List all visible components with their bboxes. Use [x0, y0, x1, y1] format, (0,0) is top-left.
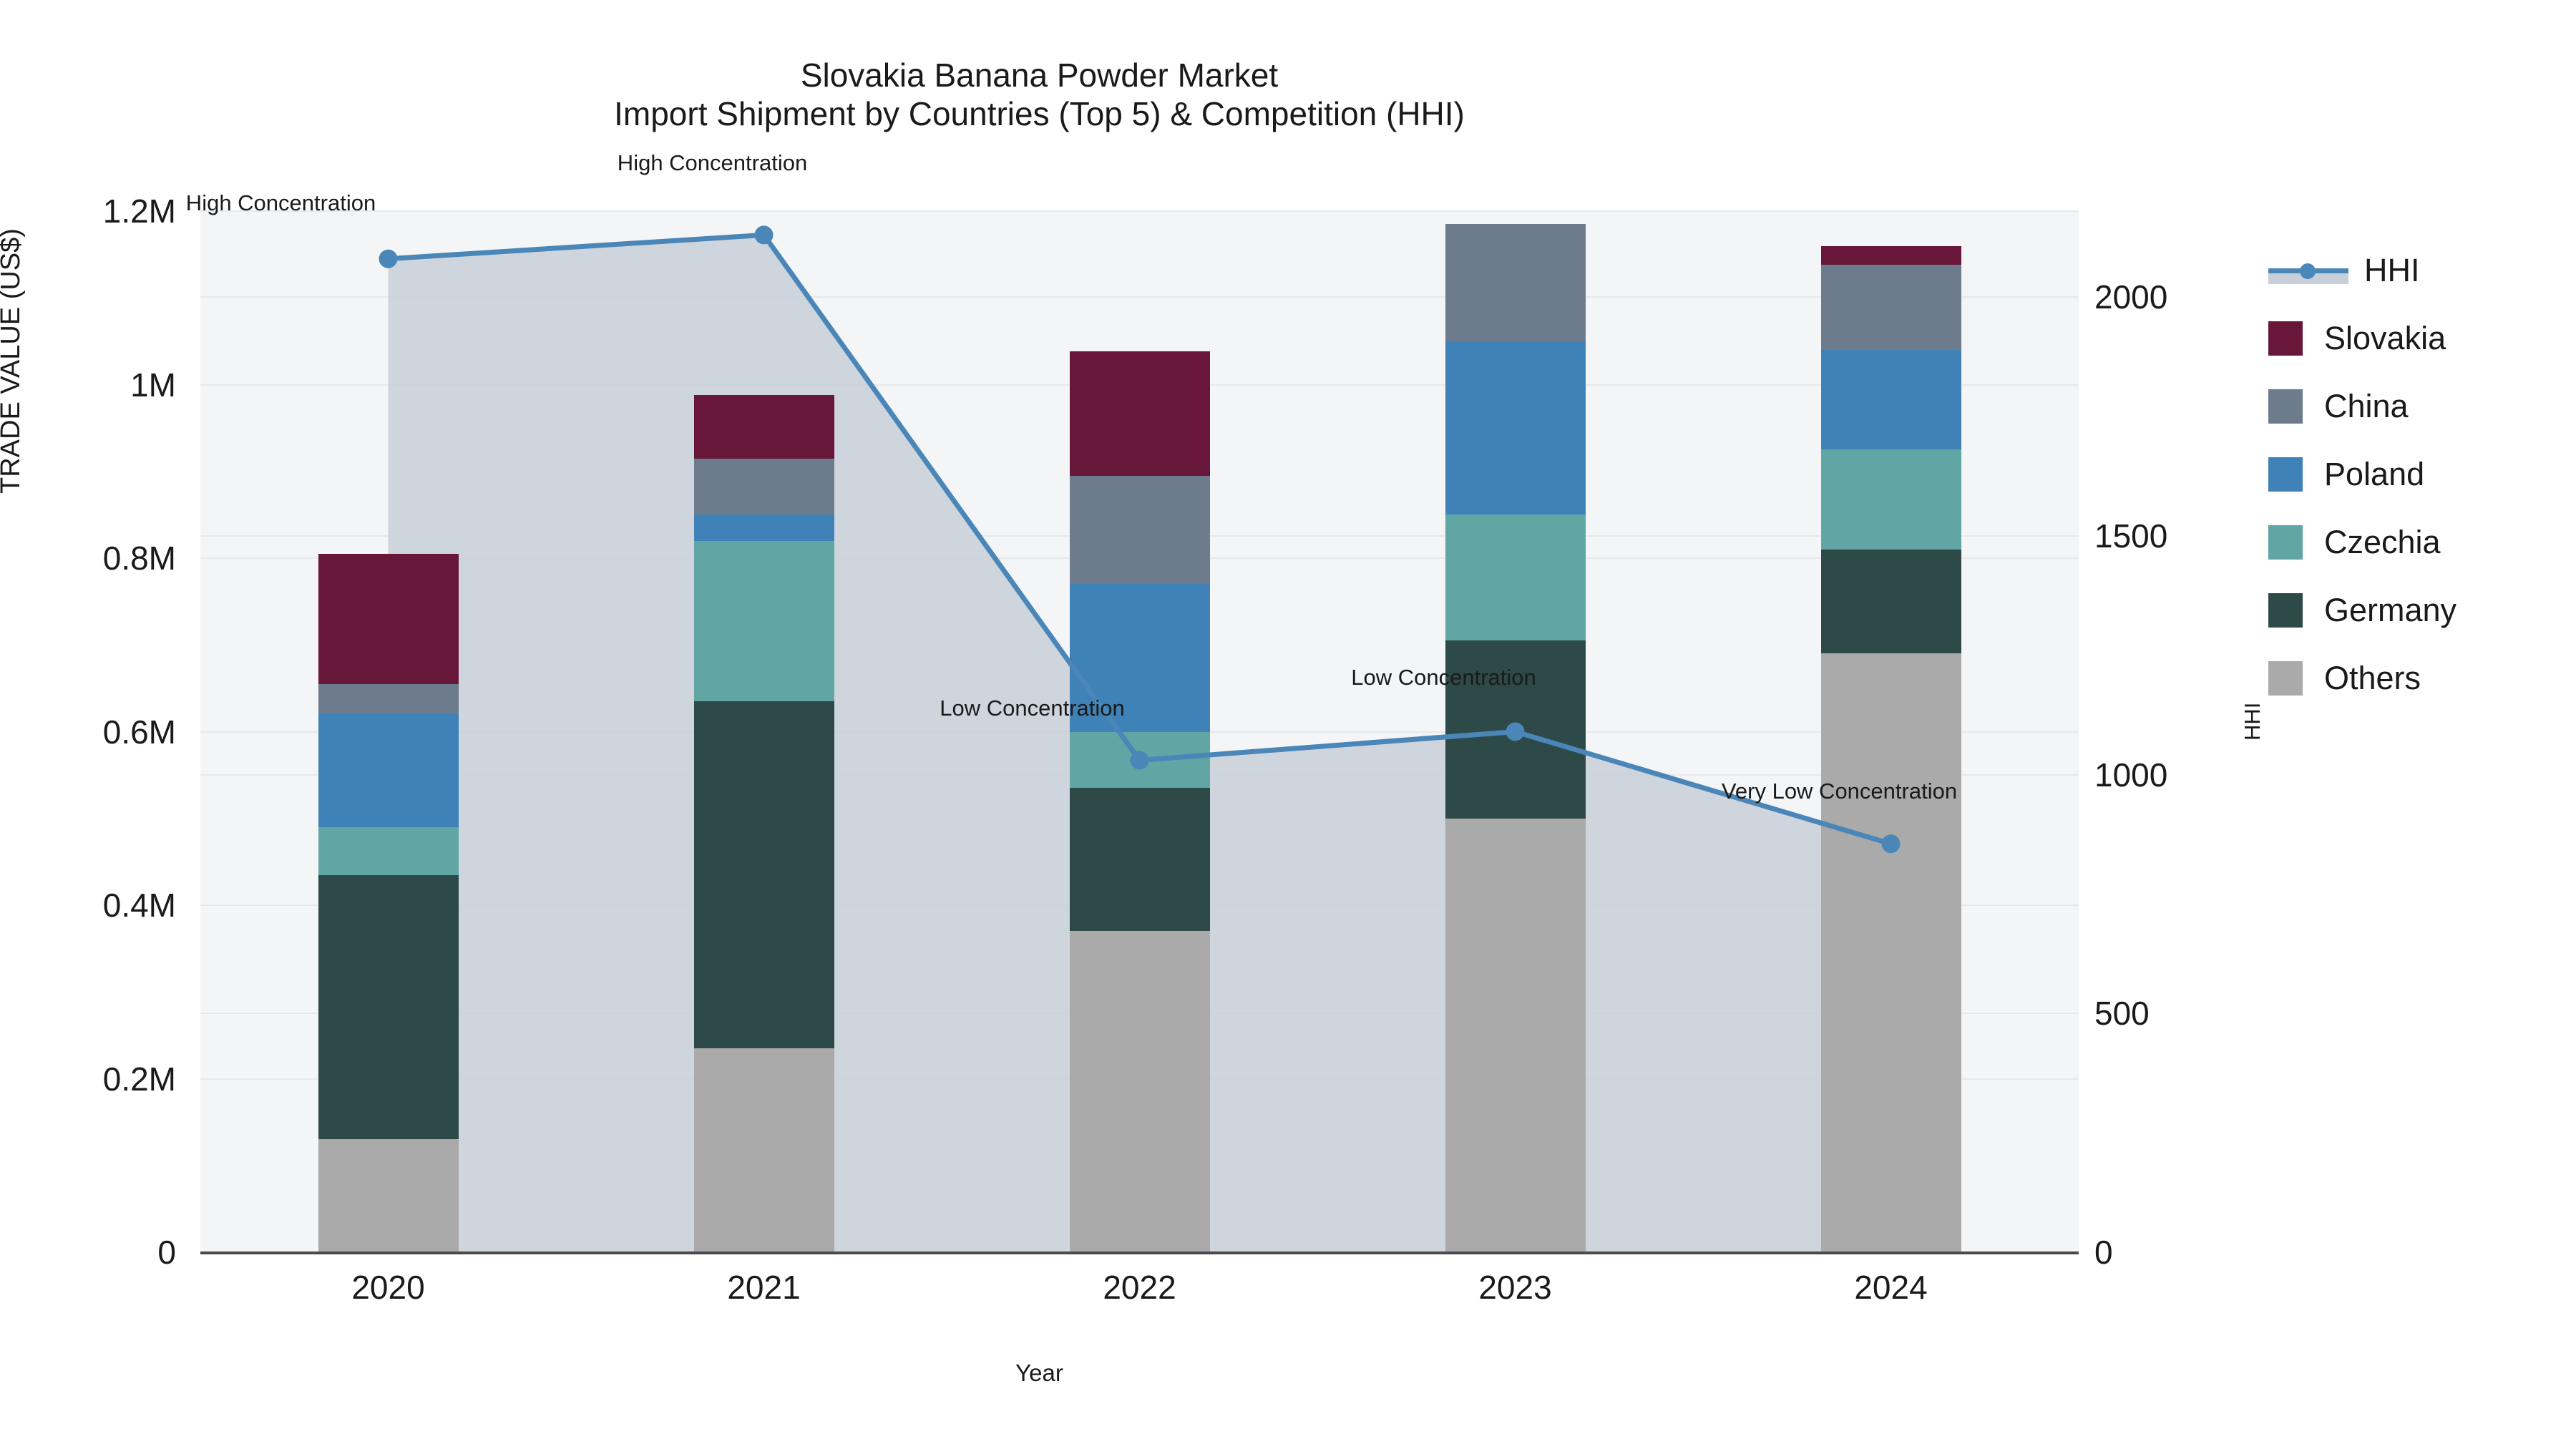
chart-title-line-1: Slovakia Banana Powder Market — [800, 57, 1279, 94]
legend-label: HHI — [2364, 251, 2420, 288]
x-axis-tick-2021: 2021 — [727, 1269, 801, 1306]
hhi-point-2020[interactable] — [379, 249, 398, 268]
legend-swatch-icon — [2268, 457, 2303, 492]
legend-item-czechia[interactable]: Czechia — [2268, 508, 2569, 576]
bar-segment-others-2024[interactable] — [1820, 653, 1961, 1252]
bar-segment-czechia-2024[interactable] — [1820, 449, 1961, 550]
legend-swatch-icon — [2268, 389, 2303, 424]
gridline — [200, 210, 2079, 212]
legend-line-marker-icon — [2268, 254, 2348, 287]
bar-segment-czechia-2020[interactable] — [318, 826, 459, 875]
bar-segment-china-2022[interactable] — [1069, 475, 1210, 585]
x-axis-tick-2023: 2023 — [1478, 1269, 1552, 1306]
bar-segment-china-2020[interactable] — [318, 683, 459, 715]
hhi-point-2022[interactable] — [1130, 751, 1149, 770]
y-axis-right-tick-4: 2000 — [2094, 278, 2168, 316]
bar-segment-slovakia-2024[interactable] — [1820, 245, 1961, 265]
hhi-annotation-2020: High Concentration — [185, 190, 376, 215]
legend-label: Others — [2324, 659, 2421, 696]
bar-segment-czechia-2023[interactable] — [1445, 514, 1586, 641]
hhi-annotation-2022: Low Concentration — [940, 695, 1125, 721]
legend-swatch-icon — [2268, 525, 2303, 560]
bar-segment-china-2023[interactable] — [1445, 224, 1586, 341]
legend-swatch-icon — [2268, 321, 2303, 356]
bar-segment-slovakia-2021[interactable] — [693, 395, 834, 459]
bar-segment-others-2021[interactable] — [693, 1048, 834, 1252]
bar-segment-slovakia-2020[interactable] — [318, 553, 459, 684]
bar-group-2023[interactable] — [1445, 211, 1586, 1252]
bar-segment-germany-2022[interactable] — [1069, 788, 1210, 932]
y-axis-right-tick-1: 500 — [2094, 995, 2150, 1033]
x-axis-tick-2022: 2022 — [1103, 1269, 1176, 1306]
hhi-point-2021[interactable] — [754, 225, 774, 245]
legend-item-hhi[interactable]: HHI — [2268, 236, 2569, 304]
y-axis-left-tick-4: 0.8M — [102, 540, 176, 577]
plot-area: High Concentration High Concentration Low … — [186, 150, 2079, 1253]
legend-label: Poland — [2324, 455, 2425, 492]
legend-swatch-icon — [2268, 592, 2303, 628]
hhi-line-svg — [379, 225, 1901, 854]
y-axis-left-tick-2: 0.4M — [102, 887, 176, 924]
chart-title-line-2: Import Shipment by Countries (Top 5) & C… — [614, 95, 1465, 133]
bar-segment-poland-2021[interactable] — [693, 514, 834, 541]
hhi-point-2024[interactable] — [1881, 834, 1901, 854]
bar-segment-others-2022[interactable] — [1069, 931, 1210, 1252]
y-axis-left-label: TRADE VALUE (US$) — [0, 228, 26, 494]
x-axis-tick-2020: 2020 — [351, 1269, 425, 1306]
x-axis-label: Year — [1015, 1360, 1063, 1386]
hhi-point-2023[interactable] — [1506, 722, 1525, 741]
bar-segment-others-2020[interactable] — [318, 1139, 459, 1252]
bar-segment-china-2024[interactable] — [1820, 265, 1961, 350]
y-axis-right: 0 500 1000 1500 2000 — [2079, 211, 2258, 1271]
legend-item-slovakia[interactable]: Slovakia — [2268, 304, 2569, 372]
legend-label: Slovakia — [2324, 319, 2446, 356]
bar-segment-others-2023[interactable] — [1445, 818, 1586, 1252]
y-axis-left-tick-6: 1.2M — [102, 192, 176, 230]
y-axis-right-tick-0: 0 — [2094, 1234, 2113, 1271]
legend-item-poland[interactable]: Poland — [2268, 440, 2569, 508]
legend-label: Germany — [2324, 591, 2457, 628]
chart-title: Slovakia Banana Powder Market Import Shi… — [0, 56, 2079, 134]
gridline — [200, 296, 2079, 298]
hhi-annotation-2021: High Concentration — [617, 150, 808, 176]
legend-swatch-icon — [2268, 660, 2303, 696]
bar-group-2020[interactable] — [318, 211, 459, 1252]
bar-segment-germany-2024[interactable] — [1820, 549, 1961, 654]
legend: HHI Slovakia China Poland Czechia Germany Othe… — [2268, 236, 2569, 712]
x-axis-tick-2024: 2024 — [1854, 1269, 1928, 1306]
y-axis-left: 0 0.2M 0.4M 0.6M 0.8M 1M 1.2M — [0, 192, 192, 1271]
bar-group-2022[interactable] — [1069, 211, 1210, 1252]
hhi-annotation-2023: Low Concentration — [1351, 664, 1536, 690]
legend-item-others[interactable]: Others — [2268, 644, 2569, 712]
y-axis-right-tick-3: 1500 — [2094, 517, 2168, 555]
bar-segment-poland-2023[interactable] — [1445, 341, 1586, 515]
y-axis-right-tick-2: 1000 — [2094, 756, 2168, 794]
y-axis-left-tick-1: 0.2M — [102, 1060, 176, 1098]
y-axis-left-tick-3: 0.6M — [102, 713, 176, 751]
legend-item-germany[interactable]: Germany — [2268, 576, 2569, 644]
legend-label: China — [2324, 387, 2409, 424]
y-axis-right-label: HHI — [2240, 702, 2265, 741]
y-axis-left-tick-0: 0 — [157, 1234, 176, 1271]
y-axis-left-tick-5: 1M — [130, 366, 176, 404]
legend-line-dot — [2300, 263, 2316, 279]
hhi-annotation-2024: Very Low Concentration — [1721, 779, 1958, 804]
bar-segment-china-2021[interactable] — [693, 458, 834, 515]
bar-segment-poland-2022[interactable] — [1069, 584, 1210, 732]
bar-segment-czechia-2021[interactable] — [693, 540, 834, 702]
bar-segment-slovakia-2022[interactable] — [1069, 351, 1210, 476]
bar-segment-germany-2021[interactable] — [693, 701, 834, 1049]
bar-segment-poland-2020[interactable] — [318, 714, 459, 827]
bar-group-2021[interactable] — [693, 211, 834, 1252]
bar-segment-germany-2020[interactable] — [318, 874, 459, 1140]
bar-group-2024[interactable] — [1820, 211, 1961, 1252]
legend-label: Czechia — [2324, 523, 2441, 560]
legend-item-china[interactable]: China — [2268, 372, 2569, 440]
x-axis-line — [200, 1252, 2079, 1254]
bar-segment-poland-2024[interactable] — [1820, 350, 1961, 450]
